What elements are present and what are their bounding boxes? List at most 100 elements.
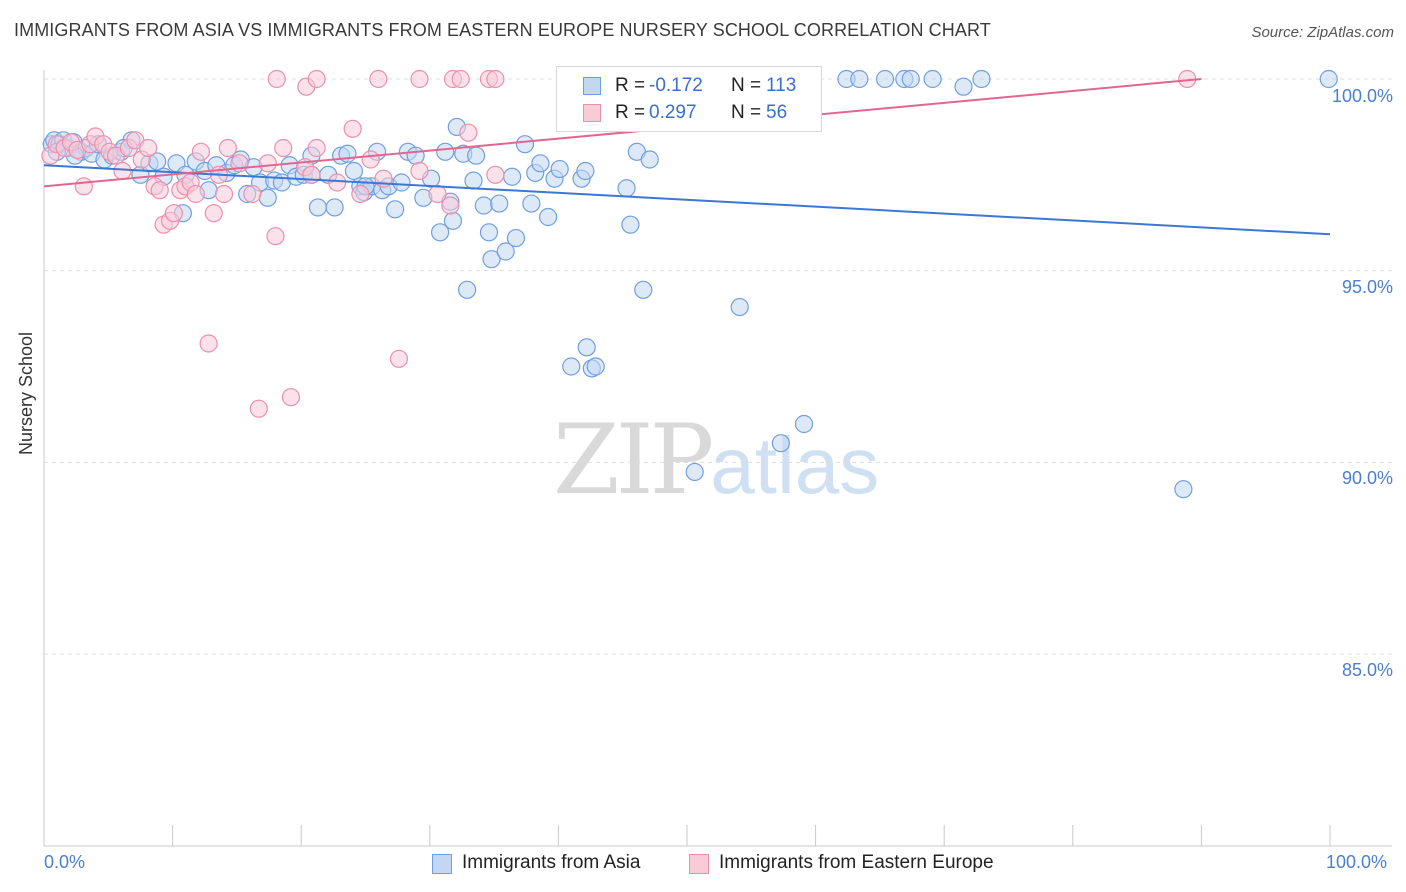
eastern-europe-point [266,227,285,246]
asia-point [730,297,749,317]
asia-point [621,215,640,234]
asia-point [850,69,869,89]
eastern-europe-point [199,334,218,353]
asia-point [923,69,942,89]
source-note: Source: ZipAtlas.com [1251,24,1394,41]
x-tick-label: 0.0% [44,852,86,872]
legend-n-label: N = [731,75,762,96]
legend-label-eastern-europe: Immigrants from Eastern Europe [719,852,994,873]
asia-point [430,223,450,242]
eastern-europe-point [307,69,326,89]
eastern-europe-point [249,399,268,418]
asia-point [496,242,515,261]
asia-point [490,194,509,213]
asia-point [634,280,653,299]
eastern-europe-point [274,138,293,158]
asia-point [875,69,895,89]
asia-point [562,357,581,376]
legend-label-asia: Immigrants from Asia [462,852,641,873]
eastern-europe-point [267,69,286,89]
asia-point [794,414,814,434]
asia-point [436,142,455,161]
asia-point [474,196,493,215]
legend-n-label: N = [731,102,762,123]
asia-point [972,69,991,89]
legend-n-value: 56 [766,102,788,123]
eastern-europe-point [164,204,183,223]
y-tick-label: 85.0% [1341,660,1393,680]
legend-swatch-eastern-europe [689,854,709,874]
data-points [41,69,1338,499]
eastern-europe-point [258,154,277,173]
eastern-europe-point [459,123,478,142]
asia-trend-line [43,164,1331,236]
eastern-europe-point [150,181,169,200]
asia-point [392,173,411,192]
asia-point [344,161,364,181]
asia-point [464,171,483,190]
eastern-europe-point [441,196,460,215]
eastern-europe-point [74,177,93,196]
correlation-legend: R = -0.172 N = 113 R = 0.297 N = 56 [556,66,822,132]
asia-point [482,250,501,269]
eastern-europe-trend-line [43,78,1202,188]
x-tick-label: 100.0% [1326,852,1388,872]
eastern-europe-point [191,142,210,161]
eastern-europe-point [214,184,234,204]
eastern-europe-point [343,119,362,138]
asia-point [479,223,499,242]
asia-point [466,146,486,165]
asia-point [577,338,596,357]
eastern-europe-point [243,184,262,204]
y-tick-label: 95.0% [1341,277,1393,297]
trend-lines [43,78,1331,236]
asia-point [539,207,558,227]
asia-point [325,198,344,217]
asia-point [1319,69,1338,89]
watermark: ZIPatlas [553,404,880,516]
asia-point [771,434,790,453]
legend-r-value: 0.297 [649,102,697,123]
legend-swatch-eastern-europe [583,104,601,122]
legend-swatch-asia [583,77,601,95]
asia-point [506,228,526,248]
asia-point [954,77,973,96]
eastern-europe-point [486,69,505,89]
eastern-europe-point [410,69,429,89]
y-axis-label: Nursery School [16,331,36,455]
eastern-europe-point [186,184,205,204]
asia-point [406,146,425,165]
asia-point [443,211,463,230]
asia-point [515,135,535,154]
legend-n-value: 113 [766,75,797,96]
asia-point [258,188,277,207]
eastern-europe-point [451,69,470,89]
eastern-europe-point [351,184,370,204]
eastern-europe-point [204,204,223,223]
asia-point [457,280,477,299]
asia-point [531,154,550,173]
asia-point [586,357,605,376]
asia-point [901,69,920,89]
eastern-europe-point [113,161,132,181]
eastern-europe-point [389,349,409,368]
eastern-europe-point [218,138,237,158]
y-tick-label: 100.0% [1331,86,1393,106]
eastern-europe-point [369,69,388,89]
asia-point [550,159,569,179]
axes [43,70,1392,847]
asia-point [617,179,636,198]
asia-point [576,161,595,181]
eastern-europe-point [307,138,326,158]
y-tick-label: 90.0% [1341,468,1393,488]
asia-point [308,198,328,217]
chart-title: IMMIGRANTS FROM ASIA VS IMMIGRANTS FROM … [14,20,991,40]
legend-r-label: R = [615,102,646,123]
asia-point [385,200,405,219]
eastern-europe-point [281,388,301,407]
asia-point [640,150,659,169]
eastern-europe-point [486,165,505,184]
eastern-europe-point [361,150,380,169]
eastern-europe-point [328,173,347,192]
